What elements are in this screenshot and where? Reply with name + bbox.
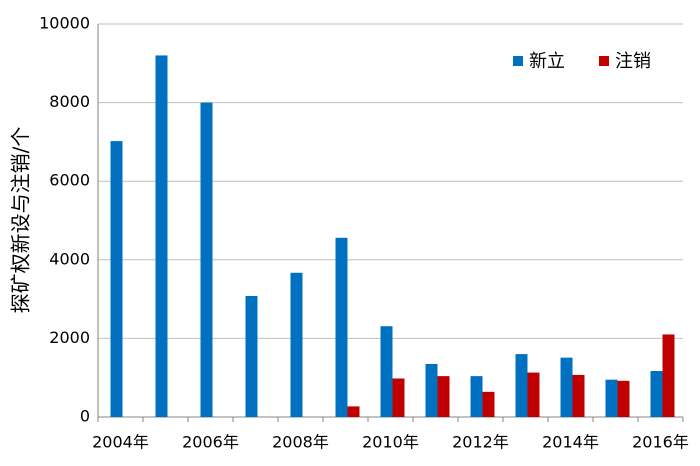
x-tick-label: 2012年: [452, 433, 509, 452]
x-tick-label: 2006年: [182, 433, 239, 452]
bar: [527, 372, 540, 417]
bar: [572, 374, 585, 417]
y-tick-label: 6000: [49, 171, 90, 190]
bar: [425, 363, 438, 417]
bar: [110, 141, 123, 417]
bar: [470, 376, 483, 417]
bar: [482, 391, 495, 417]
bar: [617, 380, 630, 417]
bar: [437, 376, 450, 417]
bar: [650, 371, 663, 417]
x-tick-label: 2008年: [272, 433, 329, 452]
bar: [392, 378, 405, 417]
bar: [662, 334, 675, 417]
y-tick-label: 8000: [49, 92, 90, 111]
bar: [380, 326, 393, 417]
legend-label: 注销: [615, 51, 651, 72]
y-tick-label: 4000: [49, 249, 90, 268]
y-tick-label: 2000: [49, 328, 90, 347]
bar: [155, 55, 168, 417]
bar: [245, 295, 258, 417]
x-tick-label: 2014年: [542, 433, 599, 452]
x-tick-label: 2010年: [362, 433, 419, 452]
bar: [515, 354, 528, 417]
bar: [347, 406, 360, 417]
y-tick-label: 0: [80, 407, 90, 426]
bar: [335, 237, 348, 417]
x-tick-label: 2016年: [632, 433, 689, 452]
y-axis-title: 探矿权新设与注销/个: [9, 127, 33, 314]
x-tick-label: 2004年: [92, 433, 149, 452]
legend-label: 新立: [529, 51, 565, 72]
legend-swatch: [513, 56, 523, 66]
bar: [290, 272, 303, 417]
y-tick-label: 10000: [39, 14, 90, 33]
bar: [200, 102, 213, 417]
bar: [605, 379, 618, 417]
bar: [560, 357, 573, 417]
legend-swatch: [599, 56, 609, 66]
